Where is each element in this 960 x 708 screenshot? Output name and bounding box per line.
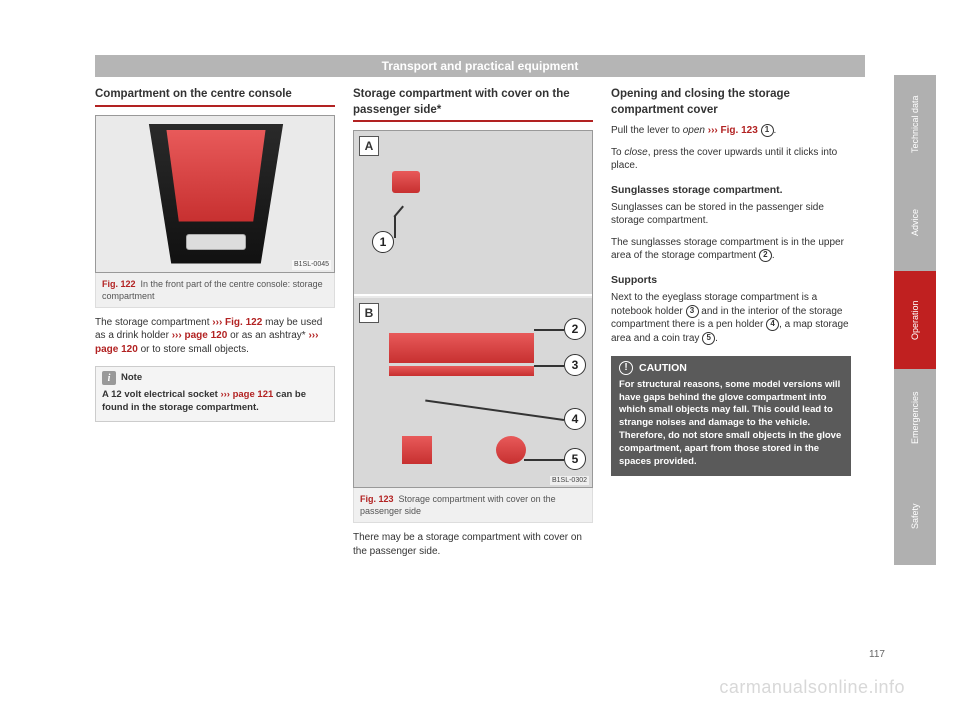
text: or to store small objects. xyxy=(138,344,249,355)
fig123-lever-highlight xyxy=(392,171,420,193)
text: To xyxy=(611,147,624,158)
fig123-pen-highlight xyxy=(402,436,432,464)
col1-title: Compartment on the centre console xyxy=(95,87,335,107)
text-italic: close xyxy=(624,147,647,158)
fig123-panel-b: B 2 3 4 5 xyxy=(354,298,592,488)
three-column-layout: Compartment on the centre console B1SL-0… xyxy=(95,87,865,558)
watermark: carmanualsonline.info xyxy=(719,677,905,698)
col3-p5: Next to the eyeglass storage compartment… xyxy=(611,291,851,345)
figure-122: B1SL-0045 xyxy=(95,115,335,273)
page-number: 117 xyxy=(869,649,885,660)
col2-title: Storage compartment with cover on the pa… xyxy=(353,87,593,122)
caution-body: For structural reasons, some model versi… xyxy=(611,377,851,477)
tab-emergencies[interactable]: Emergencies xyxy=(894,369,936,467)
text-italic: open xyxy=(683,125,705,136)
caution-header: ! CAUTION xyxy=(611,356,851,377)
callout-ref: 1 xyxy=(761,124,774,137)
fig122-button-graphic xyxy=(186,234,246,250)
fig122-caption-text: In the front part of the centre console:… xyxy=(102,279,323,301)
caution-label: CAUTION xyxy=(639,361,687,375)
page-ref: ››› page 120 xyxy=(172,330,228,341)
col3-p3: Sunglasses can be stored in the passenge… xyxy=(611,201,851,228)
callout-ref: 5 xyxy=(702,332,715,345)
tab-operation[interactable]: Operation xyxy=(894,271,936,369)
callout-line xyxy=(534,329,564,331)
side-tabs: Technical data Advice Operation Emergenc… xyxy=(894,75,936,565)
tab-technical-data[interactable]: Technical data xyxy=(894,75,936,173)
callout-line xyxy=(524,459,564,461)
column-3: Opening and closing the storage compartm… xyxy=(611,87,851,558)
fig123-caption: Fig. 123 Storage compartment with cover … xyxy=(353,488,593,523)
page-content: Transport and practical equipment Compar… xyxy=(95,55,865,655)
column-2: Storage compartment with cover on the pa… xyxy=(353,87,593,558)
fig-ref: ››› Fig. 123 xyxy=(705,125,761,136)
tab-safety[interactable]: Safety xyxy=(894,467,936,565)
col3-heading-2: Sunglasses storage compartment. xyxy=(611,183,851,197)
note-header: i Note xyxy=(96,367,334,389)
tab-advice[interactable]: Advice xyxy=(894,173,936,271)
warning-icon: ! xyxy=(619,361,633,375)
column-1: Compartment on the centre console B1SL-0… xyxy=(95,87,335,558)
fig-ref: ››› Fig. 122 xyxy=(212,317,262,328)
callout-line xyxy=(393,206,403,218)
fig123-callout-3: 3 xyxy=(564,354,586,376)
page-ref: ››› page 121 xyxy=(220,389,273,400)
col3-p4: The sunglasses storage compartment is in… xyxy=(611,236,851,263)
text: Pull the lever to xyxy=(611,125,683,136)
note-body: A 12 volt electrical socket ››› page 121… xyxy=(96,389,334,421)
fig123-panel-a: A 1 xyxy=(354,131,592,296)
text: . xyxy=(715,333,718,344)
callout-line xyxy=(425,400,564,421)
fig122-id: B1SL-0045 xyxy=(292,260,331,269)
col2-paragraph: There may be a storage compartment with … xyxy=(353,531,593,558)
callout-ref: 4 xyxy=(766,318,779,331)
col3-p1: Pull the lever to open ››› Fig. 123 1. xyxy=(611,124,851,138)
fig123-label-b: B xyxy=(359,303,379,323)
fig123-notebook-highlight xyxy=(389,366,534,376)
fig123-number: Fig. 123 xyxy=(360,494,394,504)
fig122-number: Fig. 122 xyxy=(102,279,136,289)
col3-heading-3: Supports xyxy=(611,273,851,287)
note-label: Note xyxy=(121,372,142,385)
callout-ref: 2 xyxy=(759,249,772,262)
info-icon: i xyxy=(102,371,116,385)
fig123-coin-highlight xyxy=(496,436,526,464)
col3-heading-1: Opening and closing the storage compartm… xyxy=(611,87,851,120)
text: A 12 volt electrical socket xyxy=(102,389,220,400)
chapter-header: Transport and practical equipment xyxy=(95,55,865,77)
text: . xyxy=(774,125,777,136)
fig123-id: B1SL-0302 xyxy=(550,476,589,485)
fig123-callout-4: 4 xyxy=(564,408,586,430)
text: The storage compartment xyxy=(95,317,212,328)
caution-box: ! CAUTION For structural reasons, some m… xyxy=(611,356,851,477)
col3-p2: To close, press the cover upwards until … xyxy=(611,146,851,173)
fig123-label-a: A xyxy=(359,136,379,156)
fig123-callout-5: 5 xyxy=(564,448,586,470)
callout-ref: 3 xyxy=(686,305,699,318)
figure-123: A 1 B 2 3 4 xyxy=(353,130,593,488)
fig122-caption: Fig. 122 In the front part of the centre… xyxy=(95,273,335,308)
fig123-callout-1: 1 xyxy=(372,231,394,253)
note-box: i Note A 12 volt electrical socket ››› p… xyxy=(95,366,335,422)
callout-line xyxy=(394,216,396,238)
text: or as an ashtray* xyxy=(227,330,308,341)
fig123-callout-2: 2 xyxy=(564,318,586,340)
text: The sunglasses storage compartment is in… xyxy=(611,237,844,262)
text: . xyxy=(772,250,775,261)
col1-paragraph: The storage compartment ››› Fig. 122 may… xyxy=(95,316,335,357)
fig123-sunglass-highlight xyxy=(389,333,534,363)
callout-line xyxy=(534,365,564,367)
